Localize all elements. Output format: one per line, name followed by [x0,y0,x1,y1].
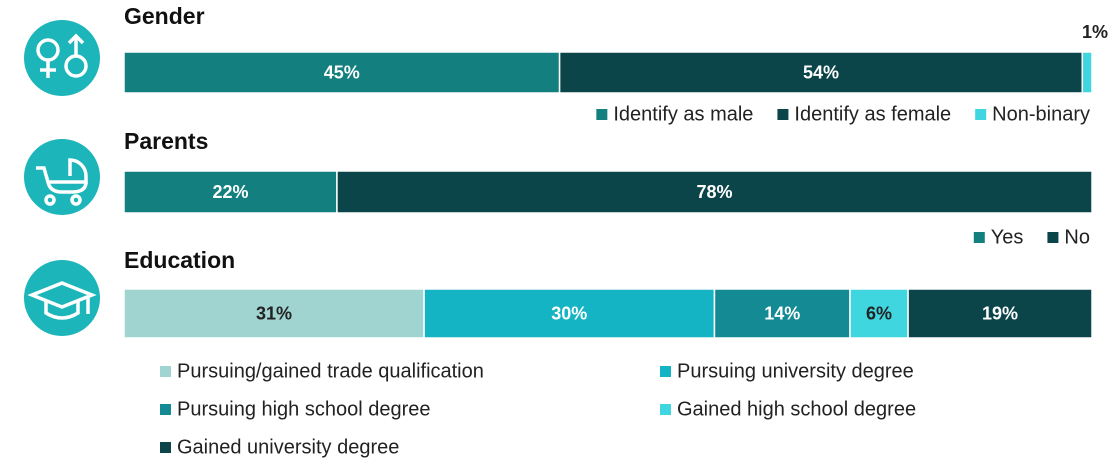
legend-label: Identify as female [794,103,951,125]
legend-label: Non-binary [992,103,1090,125]
data-label: 30% [551,303,587,323]
legend-swatch [660,366,671,377]
legend-swatch [160,442,171,453]
bar-segment [423,288,716,339]
data-label: 54% [803,62,839,82]
bar-segment [336,170,1093,214]
legend-swatch [160,404,171,415]
bar-segment [713,288,851,339]
bar-segment [558,51,1084,94]
legend-swatch [1047,232,1059,243]
legend-label: No [1064,226,1090,248]
gender-icon [24,20,100,96]
data-label: 45% [324,62,360,82]
legend-swatch [975,109,987,120]
bar-segment [123,288,425,339]
legend-label: Gained university degree [177,436,399,458]
legend-label: Gained high school degree [677,398,916,420]
legend-swatch [160,366,171,377]
data-label: 1% [1082,22,1108,42]
chart-title: Education [124,247,235,273]
bar-segment [123,170,338,214]
bar-segment [1081,51,1093,94]
legend-label: Pursuing/gained trade qualification [177,360,484,382]
legend-swatch [660,404,671,415]
data-label: 22% [212,182,248,202]
bar-segment [123,51,561,94]
legend-label: Yes [991,226,1024,248]
education-icon [24,260,100,336]
chart-title: Gender [124,3,205,29]
legend-swatch [973,232,985,243]
legend-label: Pursuing high school degree [177,398,431,420]
legend-swatch [596,109,608,120]
legend-label: Pursuing university degree [677,360,914,382]
bar-segment [907,288,1093,339]
chart-title: Parents [124,128,208,154]
data-label: 6% [866,303,892,323]
data-label: 14% [764,303,800,323]
data-label: 31% [256,303,292,323]
legend-swatch [777,109,789,120]
parents-icon [24,139,100,215]
legend-label: Identify as male [613,103,753,125]
data-label: 78% [696,182,732,202]
data-label: 19% [982,303,1018,323]
